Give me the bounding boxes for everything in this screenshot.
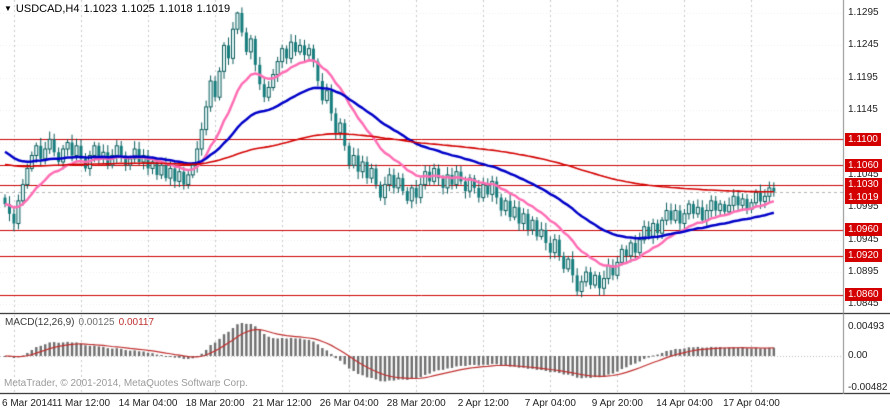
price-level-badge: 1.1100 <box>845 132 881 146</box>
x-axis-label: 28 Mar 20:00 <box>386 398 446 409</box>
price-tick-label: 1.0995 <box>848 201 879 213</box>
price-tick-label: 1.1295 <box>848 7 879 18</box>
price-level-badge: 1.0920 <box>845 249 882 263</box>
price-tick-label: 1.0945 <box>848 233 879 245</box>
x-axis-label: 26 Mar 04:00 <box>319 398 379 409</box>
x-axis-label: 2 Apr 12:00 <box>457 398 509 409</box>
x-axis-label: 14 Mar 04:00 <box>118 398 178 409</box>
macd-tick-label: -0.00482 <box>848 382 888 393</box>
x-axis-label: 11 Mar 12:00 <box>51 398 111 409</box>
copyright-text: MetaTrader, © 2001-2014, MetaQuotes Soft… <box>4 378 248 389</box>
x-axis-label: 18 Mar 20:00 <box>185 398 245 409</box>
x-axis-label: 21 Mar 12:00 <box>252 398 312 409</box>
price-tick-label: 1.0845 <box>848 298 879 310</box>
time-axis[interactable]: 6 Mar 2014 11 Mar 12:00 14 Mar 04:00 18 Mar… <box>0 397 843 413</box>
ohlc-low: 1.1018 <box>158 3 193 15</box>
ohlc-open: 1.1023 <box>83 3 118 15</box>
price-level-badge: 1.0960 <box>845 223 882 237</box>
macd-indicator-label: MACD(12,26,9) 0.00125 0.00117 <box>5 317 154 328</box>
macd-main-value: 0.00125 <box>78 317 115 328</box>
chart-title: ▼ USDCAD,H4 1.1023 1.1025 1.1018 1.1019 <box>4 3 234 15</box>
chart-symbol-period: USDCAD,H4 <box>15 3 80 15</box>
x-axis-label: 9 Apr 20:00 <box>591 398 643 409</box>
macd-name: MACD(12,26,9) <box>5 317 75 328</box>
price-tick-label: 1.1245 <box>848 39 879 51</box>
macd-tick-label: 0.00493 <box>848 321 885 332</box>
chart-menu-icon[interactable]: ▼ <box>4 4 12 13</box>
price-level-badge: 1.0860 <box>845 288 882 302</box>
ohlc-high: 1.1025 <box>121 3 155 15</box>
price-level-badge: 1.1060 <box>845 158 882 172</box>
x-axis-label: 7 Apr 04:00 <box>524 398 576 409</box>
price-tick-label: 1.1145 <box>848 104 878 116</box>
price-tick-label: 1.0895 <box>848 266 879 278</box>
x-axis-label: 6 Mar 2014 <box>2 398 53 409</box>
price-tick-label: 1.1195 <box>848 71 878 83</box>
macd-tick-label: 0.00 <box>848 350 868 361</box>
price-tick-label: 1.1045 <box>848 168 879 180</box>
ohlc-close: 1.1019 <box>196 3 231 15</box>
macd-signal-value: 0.00117 <box>118 317 155 328</box>
x-axis-label: 17 Apr 04:00 <box>723 398 780 409</box>
current-price-badge: 1.1019 <box>845 190 882 204</box>
x-axis-label: 14 Apr 04:00 <box>656 398 713 409</box>
price-level-badge: 1.1030 <box>845 178 882 192</box>
price-axis[interactable]: 1.12951.12451.11951.11451.10951.10451.09… <box>845 0 890 394</box>
